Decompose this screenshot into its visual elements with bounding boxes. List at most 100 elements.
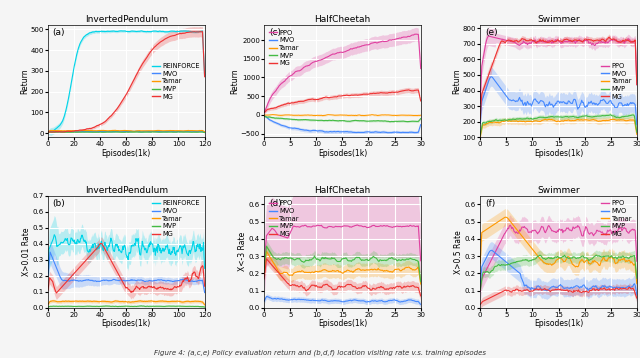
MVP — [518, 258, 525, 263]
MG — [141, 286, 148, 290]
MG — [201, 284, 209, 288]
Tamar — [45, 129, 52, 134]
Tamar — [271, 112, 278, 117]
REINFORCE — [44, 130, 52, 135]
MG — [262, 257, 270, 261]
MVO — [45, 267, 52, 272]
PPO — [506, 223, 514, 227]
MG — [633, 83, 640, 87]
MG — [506, 38, 513, 42]
Tamar — [138, 299, 145, 303]
PPO — [506, 224, 513, 228]
Y-axis label: X>0.01 Rate: X>0.01 Rate — [22, 228, 31, 276]
Y-axis label: Return: Return — [452, 68, 461, 94]
MG — [483, 79, 490, 83]
MVO — [404, 298, 412, 302]
Tamar — [49, 299, 57, 303]
MVO — [486, 249, 493, 253]
Legend: REINFORCE, MVO, Tamar, MVP, MG: REINFORCE, MVO, Tamar, MVP, MG — [150, 199, 201, 238]
MVO — [187, 279, 195, 284]
MVO — [290, 297, 298, 301]
PPO — [626, 229, 634, 233]
PPO — [409, 33, 417, 37]
MVO — [201, 290, 209, 295]
MG — [303, 289, 310, 293]
Title: Swimmer: Swimmer — [537, 186, 580, 195]
MG — [290, 283, 298, 287]
MG — [476, 117, 484, 121]
MG — [260, 277, 268, 281]
MVO — [187, 129, 195, 134]
MVO — [141, 129, 148, 134]
MVP — [289, 117, 297, 122]
MG — [97, 241, 105, 246]
MVO — [476, 282, 484, 286]
REINFORCE — [177, 244, 184, 248]
MG — [476, 303, 484, 307]
Tamar — [44, 130, 52, 134]
Tamar — [319, 113, 326, 118]
MG — [138, 285, 146, 289]
REINFORCE — [51, 233, 58, 237]
Line: MVO: MVO — [480, 77, 637, 125]
MG — [52, 291, 60, 295]
MVO — [262, 294, 270, 299]
MG — [201, 74, 209, 79]
Tamar — [138, 129, 145, 133]
MVO — [506, 98, 514, 102]
Text: (a): (a) — [52, 28, 65, 38]
X-axis label: Episodes(1k): Episodes(1k) — [534, 319, 583, 328]
MVP — [476, 287, 484, 291]
Tamar — [266, 113, 274, 117]
MVP — [141, 130, 148, 134]
Line: MVP: MVP — [48, 306, 205, 307]
MG — [268, 262, 275, 266]
MVO — [289, 126, 297, 130]
PPO — [486, 34, 494, 39]
MG — [410, 89, 417, 93]
X-axis label: Episodes(1k): Episodes(1k) — [318, 149, 367, 158]
Tamar — [260, 272, 268, 277]
MVO — [385, 131, 393, 135]
Tamar — [417, 282, 424, 286]
PPO — [266, 228, 274, 233]
Title: InvertedPendulum: InvertedPendulum — [84, 15, 168, 24]
Tamar — [410, 267, 417, 272]
Line: MG: MG — [48, 32, 205, 132]
Text: (e): (e) — [485, 28, 497, 38]
REINFORCE — [138, 29, 145, 33]
Line: MG: MG — [480, 37, 637, 119]
MVP — [302, 117, 310, 122]
Tamar — [633, 132, 640, 136]
MVP — [187, 304, 195, 309]
PPO — [403, 35, 411, 39]
MVO — [177, 277, 184, 282]
Line: MVP: MVP — [264, 246, 420, 282]
REINFORCE — [141, 29, 148, 34]
MVO — [44, 130, 52, 134]
MVP — [45, 130, 52, 135]
Tamar — [417, 113, 424, 117]
MVO — [633, 293, 640, 297]
MVO — [269, 120, 277, 124]
PPO — [485, 34, 493, 38]
MG — [403, 88, 411, 92]
MVP — [177, 304, 184, 308]
MVO — [519, 279, 527, 283]
MVP — [177, 130, 184, 134]
Text: Figure 4: (a,c,e) Policy evaluation return and (b,d,f) location visiting rate v.: Figure 4: (a,c,e) Policy evaluation retu… — [154, 349, 486, 356]
Line: MG: MG — [480, 287, 637, 305]
Y-axis label: X<-3 Rate: X<-3 Rate — [238, 232, 247, 271]
MVP — [137, 304, 145, 308]
MVO — [417, 302, 424, 306]
Line: MVO: MVO — [264, 296, 420, 304]
Line: REINFORCE: REINFORCE — [48, 235, 205, 274]
PPO — [620, 226, 628, 230]
MVP — [262, 244, 270, 248]
MVO — [486, 76, 493, 81]
Line: MG: MG — [264, 259, 420, 296]
MG — [486, 296, 493, 300]
MVP — [187, 130, 195, 134]
Text: (d): (d) — [269, 199, 282, 208]
Tamar — [112, 128, 120, 132]
